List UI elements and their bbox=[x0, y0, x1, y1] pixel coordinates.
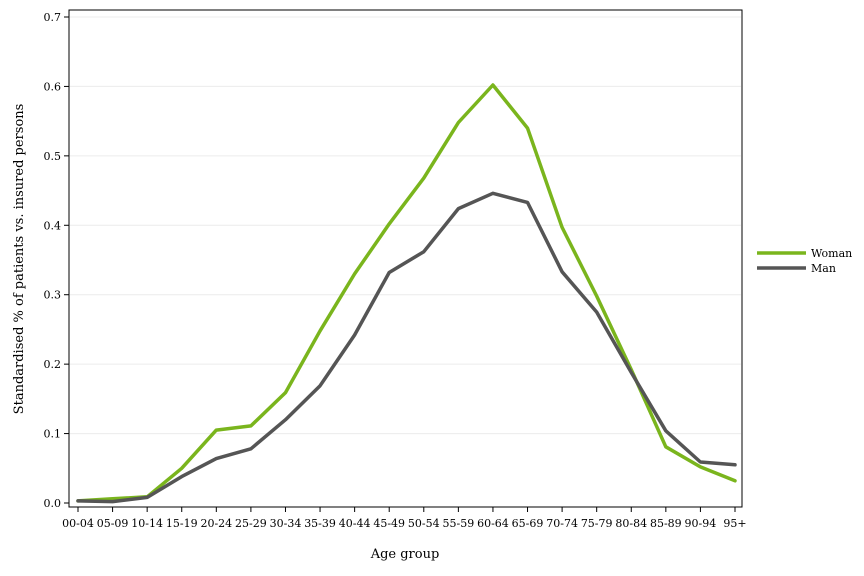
x-tick-label: 30-34 bbox=[270, 517, 302, 530]
x-tick-label: 35-39 bbox=[304, 517, 336, 530]
series-lines bbox=[76, 83, 737, 504]
x-tick-label: 60-64 bbox=[477, 517, 509, 530]
series-line-man bbox=[76, 191, 737, 504]
legend: Woman Man bbox=[757, 247, 852, 275]
x-tick-label: 10-14 bbox=[131, 517, 163, 530]
x-tick-label: 05-09 bbox=[97, 517, 129, 530]
y-axis-title: Standardised % of patients vs. insured p… bbox=[12, 104, 27, 415]
x-tick-label: 90-94 bbox=[685, 517, 717, 530]
legend-label: Woman bbox=[811, 247, 852, 260]
x-tick-label: 50-54 bbox=[408, 517, 440, 530]
series-line-woman bbox=[76, 83, 737, 503]
x-tick-label: 95+ bbox=[723, 517, 746, 530]
y-axis: 0.0 0.1 0.2 0.3 0.4 0.5 0.6 0.7 bbox=[44, 11, 69, 510]
x-tick-label: 20-24 bbox=[200, 517, 232, 530]
y-tick-label: 0.3 bbox=[44, 289, 62, 302]
plot-frame bbox=[68, 9, 743, 508]
x-tick-label: 00-04 bbox=[62, 517, 94, 530]
x-tick-label: 75-79 bbox=[581, 517, 613, 530]
x-tick-label: 80-84 bbox=[615, 517, 647, 530]
grid bbox=[70, 16, 741, 435]
x-tick-label: 70-74 bbox=[546, 517, 578, 530]
legend-label: Man bbox=[811, 262, 836, 275]
x-tick-label: 45-49 bbox=[373, 517, 405, 530]
x-tick-label: 15-19 bbox=[166, 517, 198, 530]
x-tick-label: 25-29 bbox=[235, 517, 267, 530]
y-tick-label: 0.7 bbox=[44, 11, 62, 24]
x-tick-label: 85-89 bbox=[650, 517, 682, 530]
x-axis-title: Age group bbox=[370, 547, 440, 562]
y-tick-label: 0.5 bbox=[44, 150, 62, 163]
y-tick-label: 0.0 bbox=[44, 497, 62, 510]
y-tick-label: 0.1 bbox=[44, 428, 62, 441]
y-tick-label: 0.6 bbox=[44, 80, 62, 93]
y-tick-label: 0.4 bbox=[44, 219, 62, 232]
x-axis: 00-04 05-09 10-14 15-19 20-24 25-29 30-34 35-39… bbox=[62, 507, 747, 530]
y-tick-label: 0.2 bbox=[44, 358, 62, 371]
x-tick-label: 65-69 bbox=[512, 517, 544, 530]
x-tick-label: 40-44 bbox=[339, 517, 371, 530]
x-tick-label: 55-59 bbox=[443, 517, 475, 530]
